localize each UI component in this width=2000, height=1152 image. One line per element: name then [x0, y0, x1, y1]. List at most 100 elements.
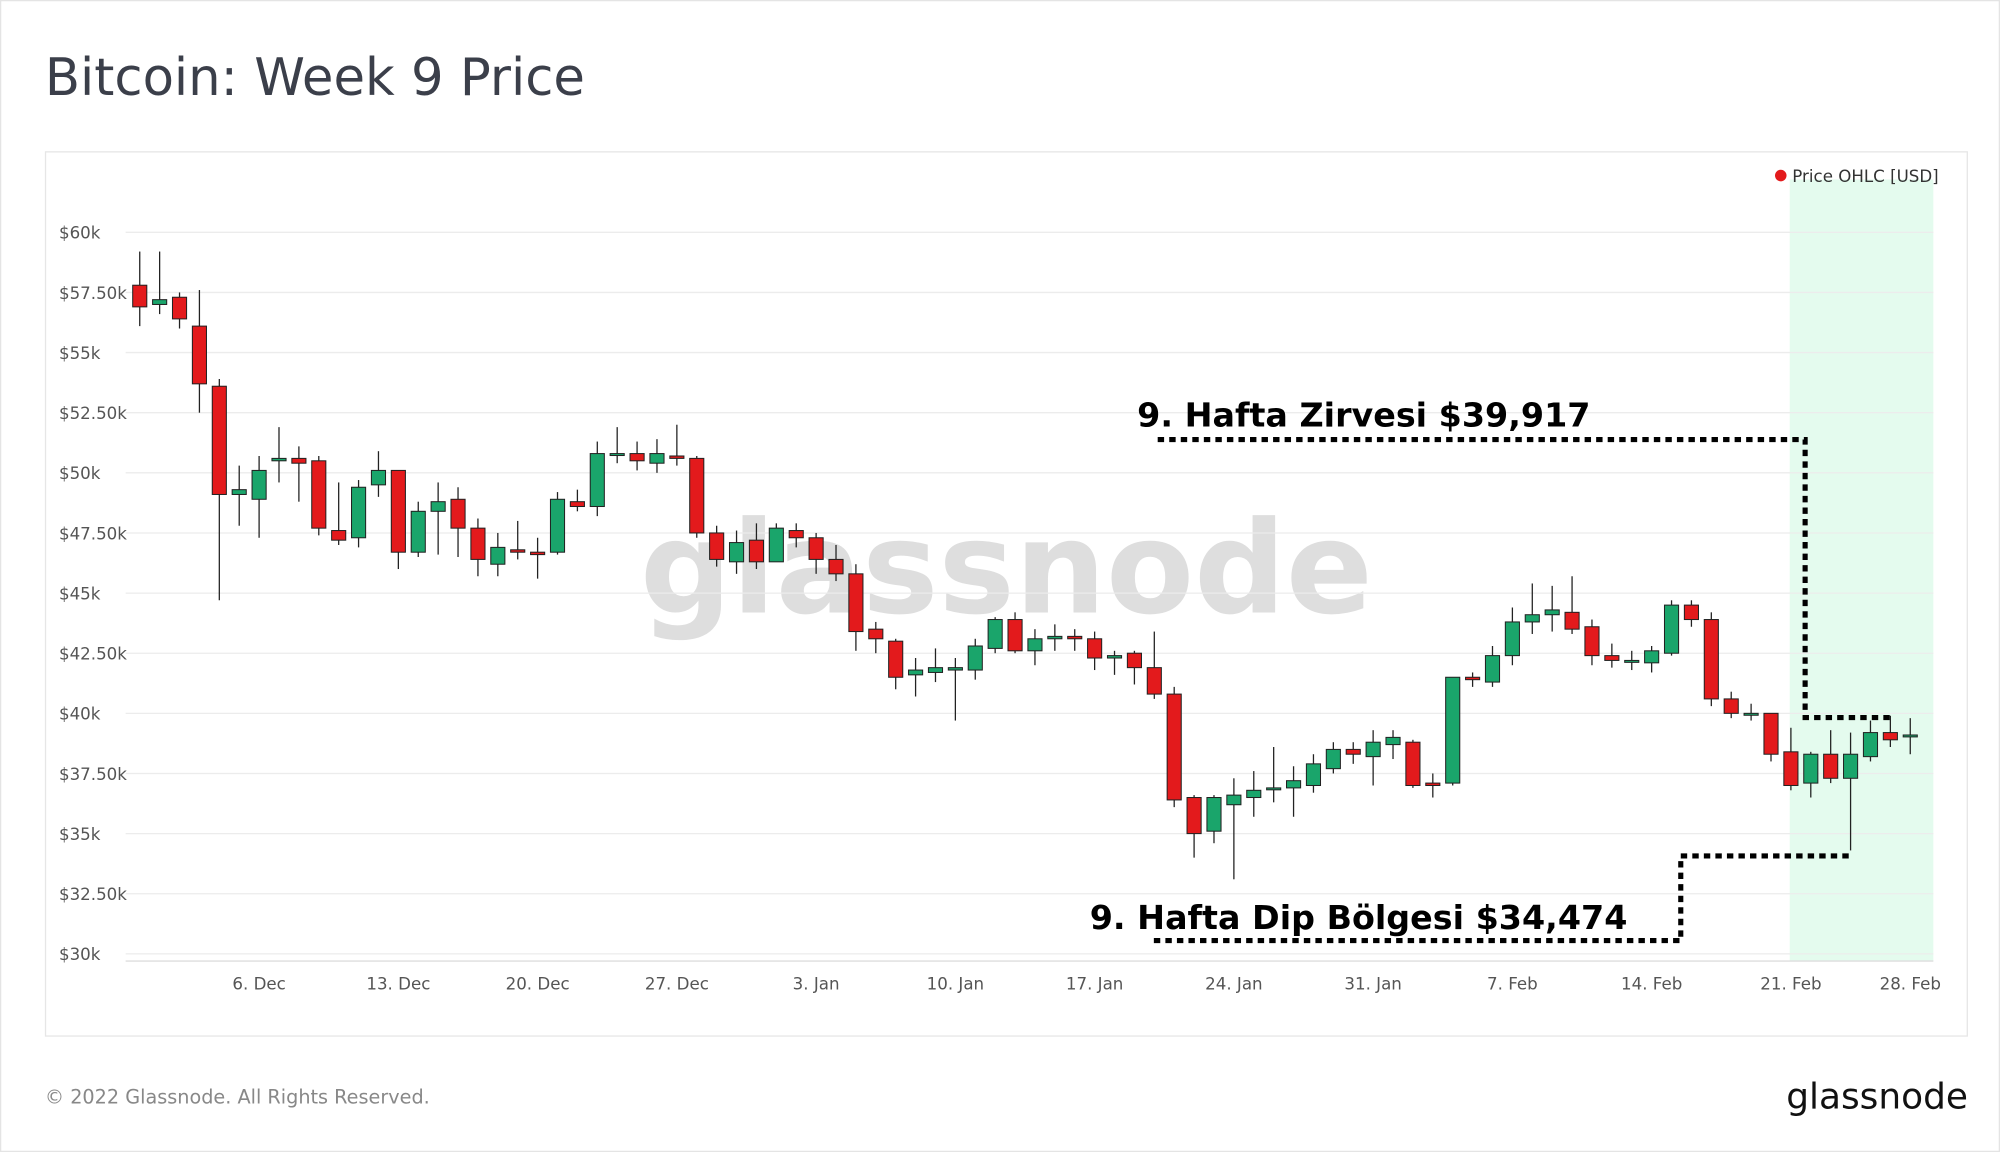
candle-body — [430, 501, 446, 512]
candle-body — [351, 486, 367, 539]
candle-body — [967, 645, 983, 671]
candle-body — [1604, 655, 1620, 661]
candle-body — [1385, 736, 1401, 746]
candle-body — [788, 530, 804, 539]
x-tick-label: 20. Dec — [506, 974, 570, 993]
candle-body — [709, 532, 725, 560]
candle-body — [589, 453, 605, 508]
candle-body — [470, 527, 486, 560]
y-tick-label: $35k — [59, 825, 101, 844]
candle-body — [1087, 638, 1103, 659]
x-tick-label: 21. Feb — [1760, 974, 1821, 993]
plot: $30k $32.50k $35k $37.50k $40k $42.50k $45k $47… — [59, 224, 1941, 994]
page-title: Bitcoin: Week 9 Price — [45, 48, 585, 108]
candle-body — [191, 325, 207, 385]
candle-body — [927, 667, 944, 673]
candle-body — [1803, 753, 1819, 784]
candle-body — [1166, 693, 1182, 801]
candle-body — [1246, 789, 1262, 799]
x-tick-label: 6. Dec — [232, 974, 285, 993]
candle-body — [291, 457, 307, 464]
chart-frame — [44, 151, 1968, 1037]
x-tick-label: 24. Jan — [1205, 974, 1262, 993]
watermark: glassnode — [640, 495, 1373, 644]
x-tick-label: 14. Feb — [1621, 974, 1682, 993]
candle-body — [609, 453, 625, 457]
x-tick-label: 31. Jan — [1344, 974, 1401, 993]
candle-body — [1823, 753, 1839, 779]
candle-body — [888, 640, 904, 678]
annotation: 9. Hafta Zirvesi $39,917 — [1137, 396, 1590, 435]
candle-body — [868, 628, 884, 640]
footer: © 2022 Glassnode. All Rights Reserved. — [45, 1085, 430, 1108]
candle-body — [1226, 794, 1242, 806]
candle-body — [1186, 797, 1202, 835]
candle-body — [251, 469, 267, 500]
candle-body — [450, 498, 466, 529]
candle-body — [1902, 734, 1918, 738]
candle-body — [1007, 619, 1023, 652]
candle-body — [171, 296, 188, 320]
candle-body — [808, 537, 824, 560]
candle-body — [1146, 667, 1162, 695]
candle-body — [410, 510, 426, 553]
candle-body — [311, 460, 327, 529]
candle-body — [1882, 732, 1898, 741]
y-tick-label: $47.50k — [59, 524, 127, 543]
candle-body — [510, 549, 526, 553]
candle-body — [1862, 732, 1879, 758]
candle-body — [1365, 741, 1381, 758]
y-tick-label: $42.50k — [59, 645, 127, 664]
x-tick-label: 27. Dec — [645, 974, 709, 993]
candle-body — [1504, 621, 1520, 657]
candle-body — [1584, 626, 1600, 657]
y-tick-label: $60k — [59, 224, 101, 243]
candle-body — [1425, 782, 1441, 787]
annotation-line — [1153, 853, 1849, 944]
candle-body — [1047, 635, 1063, 640]
x-tick-label: 13. Dec — [366, 974, 430, 993]
highlight-region — [1789, 179, 1934, 962]
candle-body — [1644, 650, 1660, 664]
candle-body — [1445, 676, 1461, 784]
candle-body — [530, 551, 546, 556]
candle-body — [152, 299, 168, 305]
y-tick-label: $45k — [59, 584, 101, 603]
candle-body — [1405, 741, 1421, 787]
y-tick-label: $57.50k — [59, 284, 127, 303]
candle-body — [1624, 659, 1640, 663]
x-tick-label: 7. Feb — [1487, 974, 1538, 993]
candle-body — [569, 501, 585, 508]
candle-body — [1783, 751, 1799, 787]
annotation-line — [1157, 436, 1895, 721]
candle-body — [1723, 698, 1739, 714]
candle-body — [768, 527, 784, 563]
legend-label: Price OHLC [USD] — [1792, 167, 1938, 186]
candle-body — [231, 489, 247, 495]
candle-body — [848, 573, 864, 633]
y-tick-label: $32.50k — [59, 885, 127, 904]
candle-body — [331, 530, 347, 541]
candle-body — [1266, 787, 1282, 791]
legend-marker — [1775, 169, 1787, 182]
candle-body — [1325, 748, 1341, 770]
candle-body — [1285, 780, 1302, 789]
x-tick-label: 10. Jan — [927, 974, 984, 993]
annotation: 9. Hafta Dip Bölgesi $34,474 — [1090, 898, 1628, 937]
y-tick-label: $37.50k — [59, 765, 127, 784]
candle-body — [370, 469, 387, 486]
candle-body — [649, 453, 665, 464]
candle-body — [490, 546, 506, 565]
logo: glassnode — [1786, 1076, 1968, 1117]
candle-body — [1683, 604, 1699, 621]
candle-body — [669, 455, 685, 459]
candle-body — [987, 619, 1003, 649]
x-tick-label: 3. Jan — [793, 974, 840, 993]
candle-body — [1206, 797, 1222, 832]
candle-body — [728, 542, 745, 563]
candle-body — [1843, 753, 1859, 779]
y-tick-label: $55k — [59, 344, 101, 363]
candle-body — [1027, 638, 1043, 652]
